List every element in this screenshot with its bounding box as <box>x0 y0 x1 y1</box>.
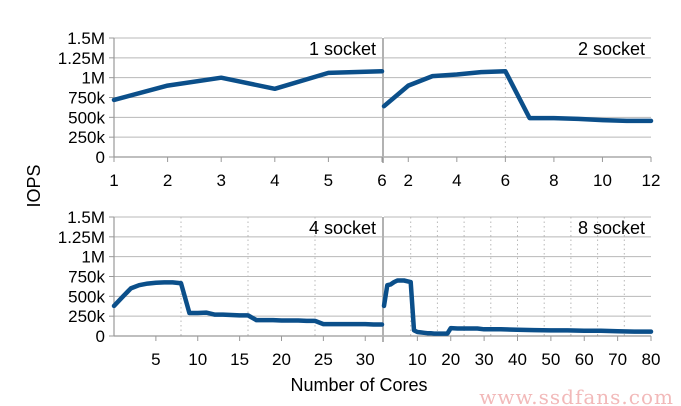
x-tick-label: 70 <box>608 350 627 369</box>
panel-title: 1 socket <box>309 39 376 59</box>
y-tick-label: 1.25M <box>58 49 105 68</box>
watermark: www.ssdfans.com <box>479 385 674 406</box>
x-tick-label: 4 <box>270 171 279 190</box>
x-tick-label: 30 <box>475 350 494 369</box>
x-tick-label: 10 <box>188 350 207 369</box>
x-tick-label: 6 <box>377 171 386 190</box>
y-tick-label: 1.5M <box>67 208 105 227</box>
x-tick-label: 2 <box>163 171 172 190</box>
panel-title: 8 socket <box>578 218 645 238</box>
iops-series-line <box>381 69 654 124</box>
y-tick-label: 500k <box>68 108 105 127</box>
x-tick-label: 20 <box>272 350 291 369</box>
y-tick-label: 1.5M <box>67 29 105 48</box>
x-tick-label: 60 <box>575 350 594 369</box>
x-tick-label: 8 <box>549 171 558 190</box>
iops-series-line <box>111 280 385 327</box>
x-tick-label: 1 <box>109 171 118 190</box>
x-axis-label: Number of Cores <box>290 375 427 395</box>
iops-series-line <box>381 278 654 336</box>
x-tick-label: 10 <box>408 350 427 369</box>
x-tick-label: 30 <box>356 350 375 369</box>
y-tick-label: 750k <box>68 268 105 287</box>
y-tick-label: 750k <box>68 89 105 108</box>
x-tick-label: 3 <box>216 171 225 190</box>
y-tick-label: 250k <box>68 128 105 147</box>
x-tick-label: 10 <box>593 171 612 190</box>
panel-title: 2 socket <box>578 39 645 59</box>
y-tick-label: 1.25M <box>58 228 105 247</box>
x-tick-label: 40 <box>508 350 527 369</box>
y-axis-label: IOPS <box>24 164 44 207</box>
x-tick-label: 15 <box>230 350 249 369</box>
x-tick-label: 2 <box>404 171 413 190</box>
iops-series-line <box>111 69 385 103</box>
y-tick-label: 250k <box>68 307 105 326</box>
x-tick-label: 6 <box>501 171 510 190</box>
x-tick-label: 5 <box>324 171 333 190</box>
x-tick-label: 50 <box>541 350 560 369</box>
x-tick-label: 80 <box>642 350 661 369</box>
y-tick-label: 0 <box>96 327 105 346</box>
y-tick-label: 1M <box>81 69 105 88</box>
panel-2: 2 4 6 8 10 12 2 socket <box>381 37 661 190</box>
x-tick-label: 12 <box>642 171 661 190</box>
y-tick-label: 0 <box>96 148 105 167</box>
x-tick-label: 20 <box>441 350 460 369</box>
y-tick-label: 1M <box>81 248 105 267</box>
x-tick-label: 5 <box>151 350 160 369</box>
x-tick-label: 4 <box>452 171 461 190</box>
y-tick-label: 500k <box>68 287 105 306</box>
panel-title: 4 socket <box>309 218 376 238</box>
panel-4: 10 20 30 40 50 60 70 80 8 socket <box>381 216 661 369</box>
x-tick-label: 25 <box>314 350 333 369</box>
